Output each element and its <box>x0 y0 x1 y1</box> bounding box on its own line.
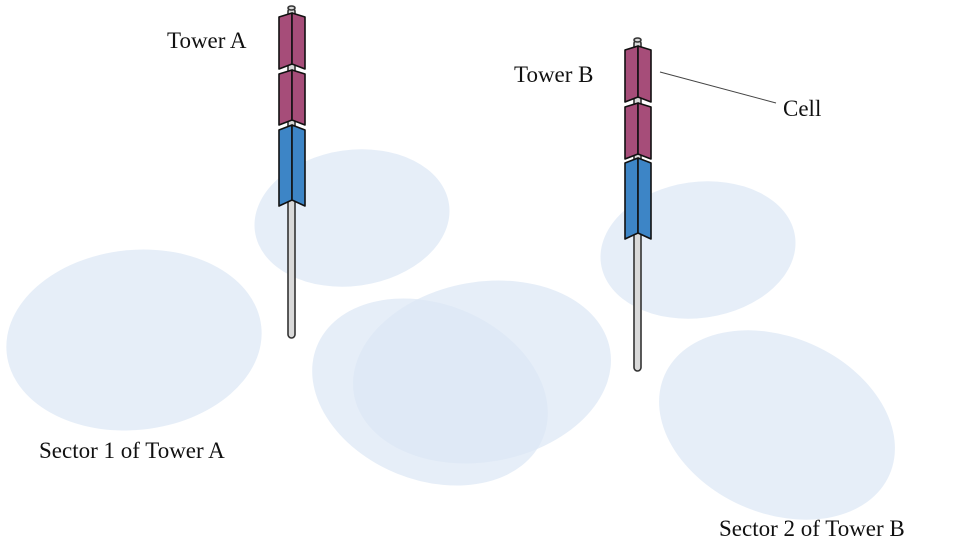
tower-a-sector-panel <box>278 124 306 207</box>
tower-a-cell-panel-2 <box>278 69 306 126</box>
coverage-sector-2-tower-b <box>659 330 895 520</box>
tower-b-cell-panel-1 <box>624 45 652 103</box>
coverage-sector-b-upper <box>600 181 796 319</box>
tower-a-label: Tower A <box>167 28 247 53</box>
tower-b-cell-panel-2 <box>624 102 652 160</box>
coverage-sector-a-upper <box>254 149 450 287</box>
coverage-sector-b-lower-left <box>353 280 611 464</box>
tower-a-pole-top <box>287 5 296 11</box>
tower-b-pole-top <box>633 37 642 43</box>
coverage-sector-1-tower-a <box>6 249 262 431</box>
tower-b-sector-panel <box>624 157 652 240</box>
tower-b-label: Tower B <box>514 62 594 87</box>
tower-b <box>624 37 652 372</box>
cell-label: Cell <box>783 96 821 121</box>
cell-leader-line <box>659 71 777 104</box>
tower-a-cell-panel-1 <box>278 12 306 70</box>
sector-2-tower-b-label: Sector 2 of Tower B <box>719 516 905 540</box>
tower-a <box>278 5 306 339</box>
coverage-sectors <box>6 149 895 520</box>
sector-1-tower-a-label: Sector 1 of Tower A <box>39 438 225 463</box>
